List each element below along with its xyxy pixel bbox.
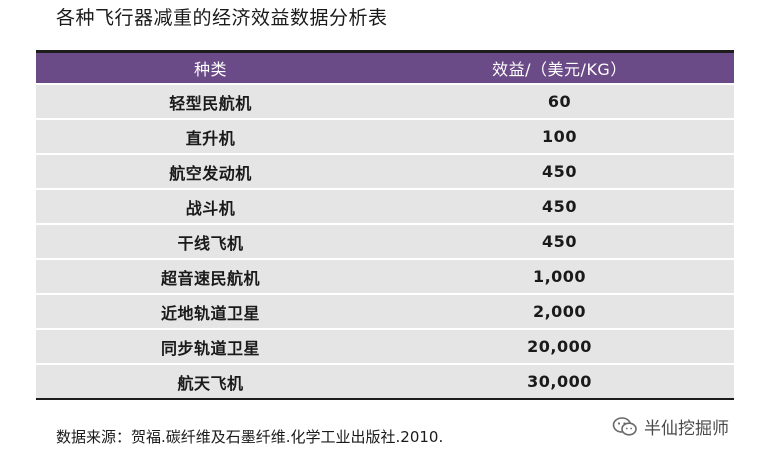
- cell-type: 轻型民航机: [169, 93, 252, 113]
- page-title: 各种飞行器减重的经济效益数据分析表: [56, 7, 388, 29]
- table-row: 轻型民航机 60: [36, 83, 734, 118]
- source-note: 数据来源：贺福.碳纤维及石墨纤维.化学工业出版社.2010.: [56, 428, 444, 446]
- benefit-table: 种类 效益/（美元/KG） 轻型民航机 60 直升机 100 航空发动机 450…: [36, 50, 734, 400]
- cell-type: 航天飞机: [177, 373, 244, 393]
- table-row: 同步轨道卫星 20,000: [36, 328, 734, 363]
- cell-value: 450: [542, 162, 577, 181]
- cell-type: 近地轨道卫星: [160, 303, 260, 323]
- cell-value: 450: [542, 197, 577, 216]
- column-header-type: 种类: [193, 60, 227, 79]
- wechat-bubble-icon: [612, 416, 637, 436]
- watermark: 半仙挖掘师: [612, 414, 729, 439]
- table-row: 直升机 100: [36, 118, 734, 153]
- table-bottom-rule: [36, 398, 734, 400]
- table-row: 航天飞机 30,000: [36, 363, 734, 398]
- cell-value: 450: [542, 232, 577, 251]
- table-row: 干线飞机 450: [36, 223, 734, 258]
- table-row: 近地轨道卫星 2,000: [36, 293, 734, 328]
- cell-type: 干线飞机: [177, 233, 244, 253]
- cell-type: 超音速民航机: [160, 268, 260, 288]
- cell-type: 直升机: [185, 128, 236, 148]
- cell-type: 战斗机: [185, 198, 236, 218]
- table-row: 超音速民航机 1,000: [36, 258, 734, 293]
- cell-value: 20,000: [527, 337, 592, 356]
- table-header-row: 种类 效益/（美元/KG）: [36, 53, 734, 83]
- table-top-rule: [36, 50, 734, 53]
- table-row: 战斗机 450: [36, 188, 734, 223]
- cell-value: 2,000: [532, 302, 587, 321]
- cell-value: 60: [547, 92, 572, 111]
- cell-type: 同步轨道卫星: [160, 338, 260, 358]
- cell-type: 航空发动机: [169, 163, 252, 183]
- table-row: 航空发动机 450: [36, 153, 734, 188]
- cell-value: 100: [542, 127, 577, 146]
- cell-value: 1,000: [532, 267, 587, 286]
- column-header-value: 效益/（美元/KG）: [492, 60, 627, 79]
- watermark-text: 半仙挖掘师: [644, 419, 729, 439]
- cell-value: 30,000: [527, 372, 592, 391]
